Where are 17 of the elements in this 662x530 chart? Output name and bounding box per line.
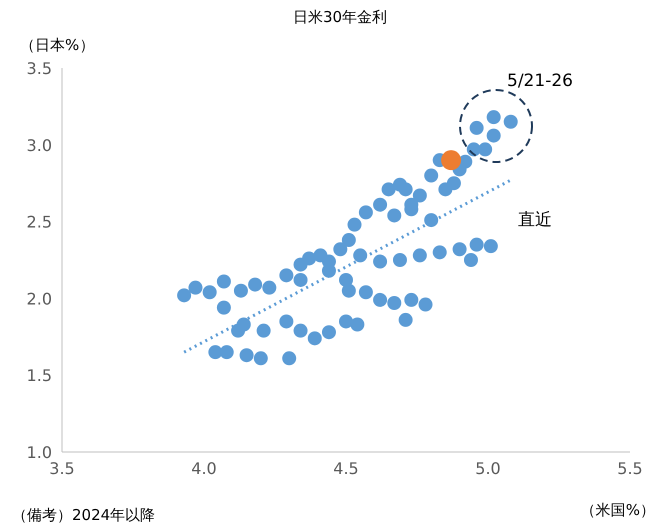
y-tick-label: 1.5 — [26, 366, 52, 386]
y-tick-label: 3.0 — [26, 136, 52, 155]
y-tick-label: 3.5 — [26, 59, 52, 78]
x-tick-label: 4.5 — [333, 459, 359, 478]
x-axis-title: （米国%） — [580, 501, 655, 519]
annotation: 直近 — [518, 210, 552, 230]
y-tick-label: 2.5 — [26, 212, 52, 232]
chart-title: 日米30年金利 — [292, 8, 388, 26]
x-tick-label: 5.5 — [617, 459, 643, 478]
x-tick-label: 3.5 — [49, 459, 75, 478]
y-tick-label: 2.0 — [26, 289, 52, 308]
annotation: 5/21-26 — [507, 71, 573, 91]
x-tick-label: 4.0 — [191, 459, 217, 478]
y-axis-title: （日本%） — [20, 36, 94, 54]
x-tick-label: 5.0 — [475, 459, 501, 478]
text: （備考）2024年以降 — [12, 506, 156, 524]
y-tick-label: 1.0 — [26, 443, 52, 462]
